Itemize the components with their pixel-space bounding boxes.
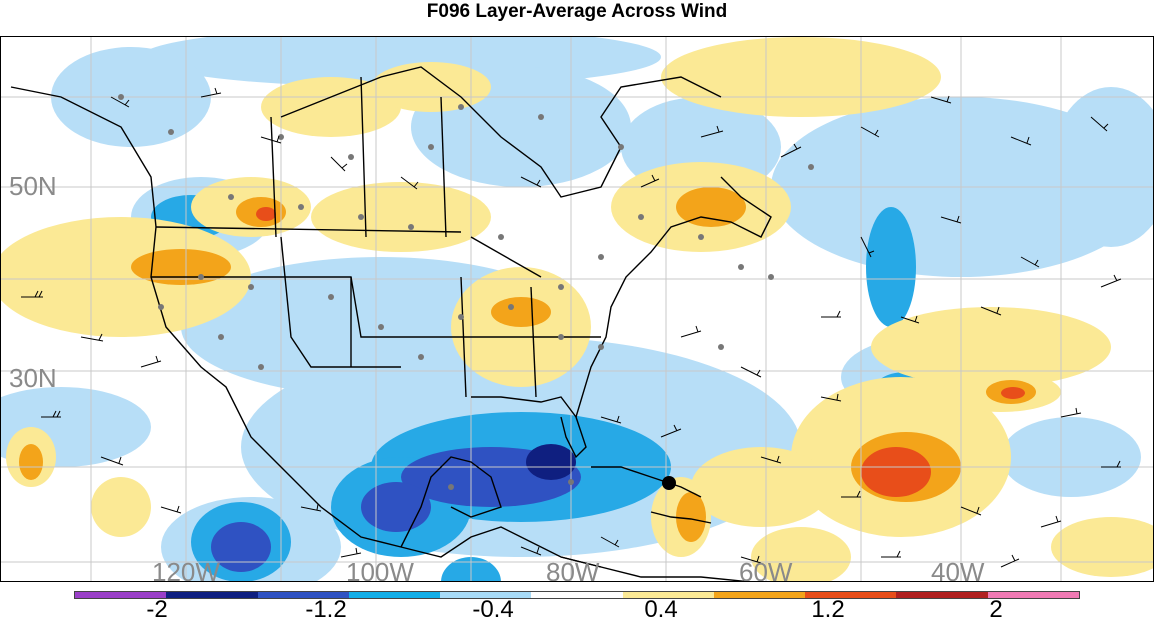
lat-label-50n: 50N bbox=[9, 171, 57, 201]
colorbar-swatch bbox=[805, 592, 897, 598]
map-panel: 50N 30N 120W 100W 80W 60W 40W bbox=[0, 36, 1154, 582]
colorbar-swatch bbox=[440, 592, 532, 598]
colorbar-swatch bbox=[987, 592, 1079, 598]
lon-label-60w: 60W bbox=[739, 557, 793, 582]
colorbar-label: -1.2 bbox=[305, 596, 347, 623]
map-title: F096 Layer-Average Across Wind bbox=[426, 1, 728, 22]
colorbar-swatch bbox=[713, 592, 806, 598]
colorbar-swatch bbox=[531, 592, 623, 598]
coastlines-and-borders bbox=[10, 66, 772, 581]
graticule bbox=[1, 37, 1153, 581]
colorbar-swatch bbox=[622, 592, 714, 598]
colorbar-label: -0.4 bbox=[472, 596, 514, 623]
lat-label-30n: 30N bbox=[9, 363, 57, 393]
lon-label-120w: 120W bbox=[152, 557, 220, 582]
colorbar-label: 2 bbox=[989, 596, 1003, 623]
lon-label-40w: 40W bbox=[931, 557, 985, 582]
wind-barbs bbox=[21, 87, 1122, 568]
colorbar-label: 1.2 bbox=[811, 596, 845, 623]
colorbar-label: -2 bbox=[146, 596, 168, 623]
wind-anomaly-map bbox=[1, 37, 1153, 581]
station-markers bbox=[118, 94, 814, 490]
lon-label-100w: 100W bbox=[346, 557, 414, 582]
colorbar-swatch bbox=[348, 592, 441, 598]
colorbar-swatch bbox=[75, 592, 167, 598]
colorbar-swatch bbox=[166, 592, 258, 598]
colorbar-swatch bbox=[896, 592, 988, 598]
lon-label-80w: 80W bbox=[546, 557, 600, 582]
colorbar bbox=[74, 591, 1080, 599]
colorbar-label: 0.4 bbox=[644, 596, 678, 623]
colorbar-swatch bbox=[257, 592, 349, 598]
